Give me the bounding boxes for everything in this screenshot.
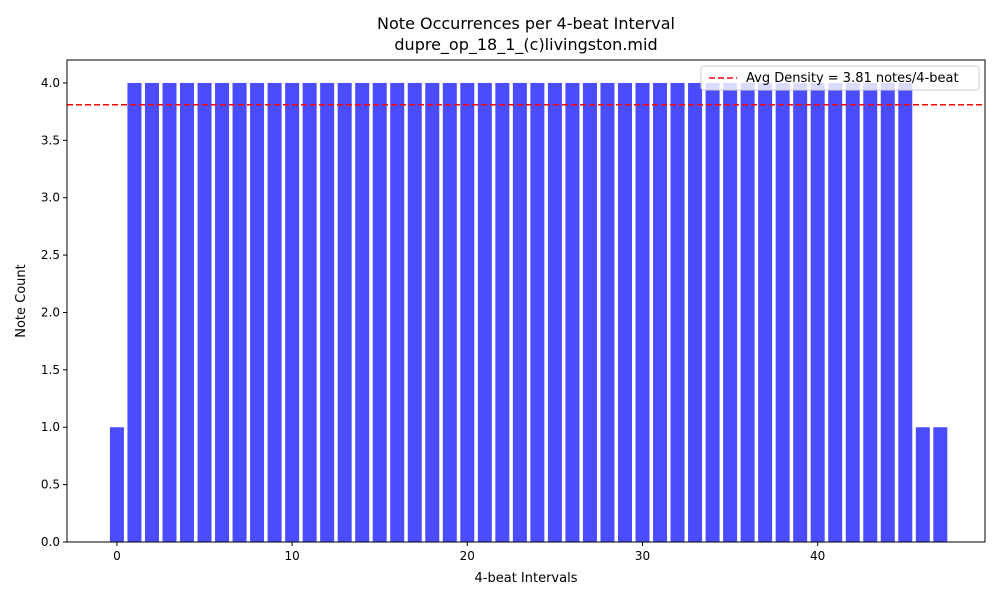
bar-26 [565, 82, 580, 542]
bar-17 [407, 82, 422, 542]
x-tick-label: 40 [810, 549, 825, 563]
bar-19 [442, 82, 457, 542]
chart-title: Note Occurrences per 4-beat Interval [377, 14, 675, 33]
bar-15 [372, 82, 387, 542]
bar-3 [162, 82, 177, 542]
bar-33 [688, 82, 703, 542]
bar-22 [495, 82, 510, 542]
y-tick-label: 2.5 [41, 248, 60, 262]
x-axis-label: 4-beat Intervals [475, 571, 578, 586]
bar-44 [880, 82, 895, 542]
y-tick-label: 1.0 [41, 420, 60, 434]
bar-28 [600, 82, 615, 542]
bar-35 [723, 82, 738, 542]
bar-4 [179, 82, 195, 542]
bar-2 [144, 82, 159, 542]
bar-20 [460, 82, 475, 542]
plot-frame [66, 59, 986, 543]
bar-12 [320, 82, 335, 542]
y-axis-label: Note Count [14, 264, 29, 338]
bar-5 [197, 82, 212, 542]
bar-36 [740, 82, 755, 542]
ticks-group: 0 10 20 30 40 0.0 0.5 1.0 1.5 2.0 2.5 3.0 3.5 4.0 [41, 76, 825, 563]
bar-13 [337, 82, 352, 542]
bar-42 [845, 82, 860, 542]
bar-46 [915, 427, 930, 542]
y-tick-label: 0.0 [41, 535, 60, 549]
legend-box [700, 65, 980, 91]
bar-8 [250, 82, 265, 542]
bar-32 [670, 82, 685, 542]
y-tick-label: 4.0 [41, 76, 60, 90]
bar-41 [828, 82, 843, 542]
bar-39 [793, 82, 808, 542]
bars-group [109, 82, 948, 542]
y-tick-label: 2.0 [41, 305, 60, 319]
bar-24 [530, 82, 545, 542]
bar-38 [775, 82, 790, 542]
x-tick-label: 10 [284, 549, 299, 563]
bar-29 [617, 82, 632, 542]
bar-23 [512, 82, 527, 542]
x-tick-label: 0 [113, 549, 121, 563]
bar-18 [425, 82, 440, 542]
bar-43 [863, 82, 878, 542]
bar-10 [285, 82, 300, 542]
bar-27 [582, 82, 597, 542]
x-tick-label: 30 [635, 549, 650, 563]
bar-40 [810, 82, 825, 542]
bar-21 [477, 82, 492, 542]
bar-31 [653, 82, 668, 542]
bar-25 [547, 82, 562, 542]
bar-0 [109, 427, 124, 542]
y-tick-label: 3.5 [41, 133, 60, 147]
bar-6 [215, 82, 230, 542]
bar-45 [898, 82, 913, 542]
bar-34 [705, 82, 720, 542]
legend: Avg Density = 3.81 notes/4-beat [700, 65, 980, 91]
bar-7 [232, 82, 247, 542]
bar-37 [758, 82, 773, 542]
bar-11 [302, 82, 317, 542]
bar-47 [933, 427, 948, 542]
bar-9 [267, 82, 282, 542]
y-tick-label: 0.5 [41, 478, 60, 492]
bar-30 [635, 82, 650, 542]
x-tick-label: 20 [460, 549, 475, 563]
legend-label: Avg Density = 3.81 notes/4-beat [746, 71, 959, 86]
bar-1 [127, 82, 142, 542]
chart-subtitle: dupre_op_18_1_(c)livingston.mid [394, 35, 657, 55]
y-tick-label: 1.5 [41, 363, 60, 377]
y-tick-label: 3.0 [41, 191, 60, 205]
bar-14 [355, 82, 370, 542]
bar-16 [390, 82, 405, 542]
